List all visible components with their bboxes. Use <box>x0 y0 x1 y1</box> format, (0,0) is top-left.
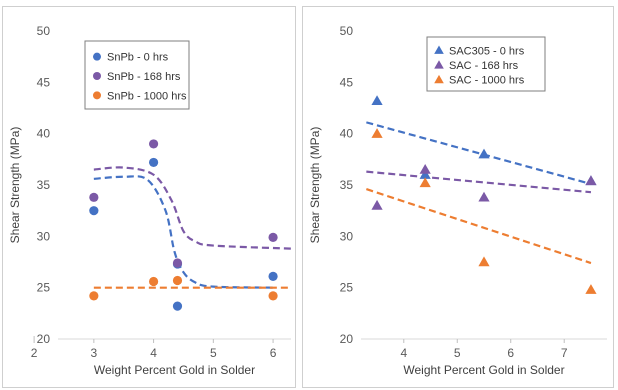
data-point <box>148 139 159 149</box>
data-point <box>371 199 383 210</box>
y-tick-label: 30 <box>340 229 354 243</box>
y-axis-label: Shear Strength (MPa) <box>8 127 22 244</box>
chart-panel-sac: 20 25 30 35 40 45 50 4 5 6 7 Shear Strength (MPa) We… <box>302 6 614 388</box>
y-axis-label: Shear Strength (MPa) <box>308 127 322 244</box>
y-tick-label: 25 <box>37 281 51 295</box>
x-tick-label: 4 <box>150 346 157 360</box>
data-point <box>585 175 597 186</box>
y-tick-label: 25 <box>340 281 354 295</box>
y-tick-label: 50 <box>37 24 51 38</box>
data-point <box>89 192 99 202</box>
x-tick-label: 4 <box>400 346 407 360</box>
data-point <box>268 291 278 301</box>
y-tick-label: 20 <box>340 332 354 346</box>
data-point <box>585 284 597 294</box>
data-point <box>371 95 383 106</box>
data-point <box>172 258 183 268</box>
legend-label: SnPb - 168 hrs <box>107 71 181 83</box>
data-point <box>172 301 183 311</box>
legend-label: SnPb - 0 hrs <box>107 52 169 64</box>
trendline-0 <box>366 121 592 186</box>
data-point <box>478 256 490 267</box>
y-tick-label: 45 <box>37 75 51 89</box>
x-tick-label: 6 <box>270 346 277 360</box>
data-point <box>172 275 183 286</box>
legend-marker <box>93 72 101 80</box>
y-tick-label: 45 <box>340 75 354 89</box>
data-point <box>148 276 159 287</box>
data-point <box>268 232 278 242</box>
x-tick-label: 2 <box>31 346 38 360</box>
data-point <box>89 291 99 301</box>
y-tick-label: 20 <box>37 332 51 346</box>
data-point <box>89 206 99 216</box>
data-point <box>148 157 159 168</box>
y-tick-label: 30 <box>37 229 51 243</box>
x-axis-label: Weight Percent Gold in Solder <box>403 363 564 377</box>
legend-marker <box>434 60 444 69</box>
y-tick-label: 40 <box>340 127 354 141</box>
legend-marker <box>93 52 101 61</box>
chart-panel-snpb: 20 25 30 35 40 45 50 2 3 4 5 6 Shear Strength (MPa) W… <box>2 6 296 388</box>
data-point <box>419 169 431 179</box>
legend-marker <box>434 74 444 84</box>
legend-label: SAC - 1000 hrs <box>449 75 525 87</box>
x-tick-label: 7 <box>561 346 568 360</box>
y-tick-label: 40 <box>37 127 51 141</box>
x-tick-label: 3 <box>91 346 98 360</box>
x-tick-label: 5 <box>454 346 461 360</box>
legend-label: SAC - 168 hrs <box>449 60 519 72</box>
x-tick-label: 6 <box>507 346 514 360</box>
trendline-1 <box>366 170 592 194</box>
legend-box <box>426 36 546 92</box>
data-point <box>419 177 431 188</box>
y-tick-label: 50 <box>340 24 354 38</box>
x-tick-label: 5 <box>210 346 217 360</box>
x-axis-label: Weight Percent Gold in Solder <box>94 363 255 377</box>
legend-box <box>84 40 190 110</box>
y-tick-label: 35 <box>340 178 354 192</box>
legend-label: SAC305 - 0 hrs <box>449 45 525 57</box>
data-point <box>478 148 490 159</box>
y-tick-label: 35 <box>37 178 51 192</box>
data-point <box>478 191 490 202</box>
data-point <box>371 128 383 138</box>
data-point <box>268 271 278 281</box>
trendline-1 <box>93 166 292 250</box>
legend-marker <box>93 91 101 100</box>
legend-label: SnPb - 1000 hrs <box>107 90 187 102</box>
trendline-0 <box>93 175 274 289</box>
trendline-2 <box>366 188 592 265</box>
legend-marker <box>434 45 444 54</box>
data-point <box>419 164 431 174</box>
